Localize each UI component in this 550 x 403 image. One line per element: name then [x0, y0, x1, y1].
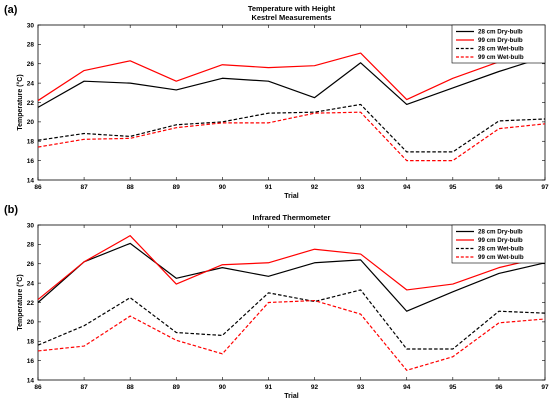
legend-entry: 28 cm Wet-bulb — [478, 46, 524, 53]
y-axis-label: Temperature (°C) — [16, 274, 24, 330]
y-tick-label: 18 — [27, 139, 35, 146]
x-tick-label: 91 — [265, 384, 273, 391]
panel-label: (b) — [4, 204, 18, 216]
series-line-3 — [37, 103, 546, 153]
y-tick-label: 14 — [27, 377, 35, 384]
x-tick-label: 97 — [541, 184, 549, 191]
y-tick-label: 22 — [27, 300, 35, 307]
y-tick-label: 20 — [27, 319, 35, 326]
x-tick-label: 86 — [34, 384, 42, 391]
x-tick-label: 95 — [449, 184, 457, 191]
series-line-1 — [37, 242, 546, 312]
x-tick-label: 91 — [265, 184, 273, 191]
legend-entry: 99 cm Dry-bulb — [478, 37, 523, 44]
x-tick-label: 95 — [449, 384, 457, 391]
legend-entry: 28 cm Dry-bulb — [478, 29, 523, 36]
y-tick-label: 16 — [27, 358, 35, 365]
x-tick-label: 94 — [403, 384, 411, 391]
x-tick-label: 94 — [403, 184, 411, 191]
chart-panel-2: (b) Infrared Thermometer 14 16 18 20 22 24 26 28 3… — [4, 204, 549, 400]
series-line-3 — [37, 289, 546, 350]
legend-entry: 99 cm Wet-bulb — [478, 54, 524, 61]
series-line-4 — [37, 111, 546, 162]
x-tick-label: 90 — [219, 384, 227, 391]
legend-entry: 99 cm Dry-bulb — [478, 237, 523, 244]
x-tick-label: 96 — [495, 384, 503, 391]
y-tick-label: 20 — [27, 119, 35, 126]
x-tick-label: 96 — [495, 184, 503, 191]
x-tick-label: 89 — [173, 184, 181, 191]
y-tick-label: 24 — [27, 280, 35, 287]
legend-entry: 28 cm Wet-bulb — [478, 246, 524, 253]
y-axis-label: Temperature (°C) — [16, 74, 24, 130]
chart-title: Temperature with Height — [248, 4, 336, 13]
series-line-1 — [37, 56, 546, 108]
x-tick-label: 89 — [173, 384, 181, 391]
x-axis-label: Trial — [284, 393, 298, 400]
series-line-2 — [37, 49, 546, 102]
chart-subtitle: Kestrel Measurements — [251, 13, 331, 22]
y-tick-label: 30 — [27, 222, 35, 229]
x-tick-label: 93 — [357, 384, 365, 391]
chart-title: Infrared Thermometer — [253, 213, 331, 222]
x-tick-label: 92 — [311, 184, 319, 191]
x-tick-label: 90 — [219, 184, 227, 191]
y-tick-label: 30 — [27, 22, 35, 29]
x-tick-label: 87 — [80, 384, 88, 391]
y-tick-label: 26 — [27, 261, 35, 268]
x-tick-label: 93 — [357, 184, 365, 191]
x-tick-label: 86 — [34, 184, 42, 191]
y-tick-label: 24 — [27, 80, 35, 87]
legend-entry: 28 cm Dry-bulb — [478, 229, 523, 236]
x-tick-label: 88 — [127, 184, 135, 191]
x-tick-label: 88 — [127, 384, 135, 391]
y-tick-label: 18 — [27, 339, 35, 346]
x-tick-label: 87 — [80, 184, 88, 191]
y-tick-label: 28 — [27, 242, 35, 249]
x-tick-label: 97 — [541, 384, 549, 391]
x-axis-label: Trial — [284, 193, 298, 200]
y-tick-label: 26 — [27, 61, 35, 68]
panel-label: (a) — [4, 4, 18, 16]
y-tick-label: 22 — [27, 100, 35, 107]
y-tick-label: 14 — [27, 177, 35, 184]
series-line-4 — [37, 299, 546, 371]
y-tick-label: 16 — [27, 158, 35, 165]
y-tick-label: 28 — [27, 42, 35, 49]
x-tick-label: 92 — [311, 384, 319, 391]
legend-entry: 99 cm Wet-bulb — [478, 254, 524, 261]
series-line-2 — [37, 235, 546, 301]
